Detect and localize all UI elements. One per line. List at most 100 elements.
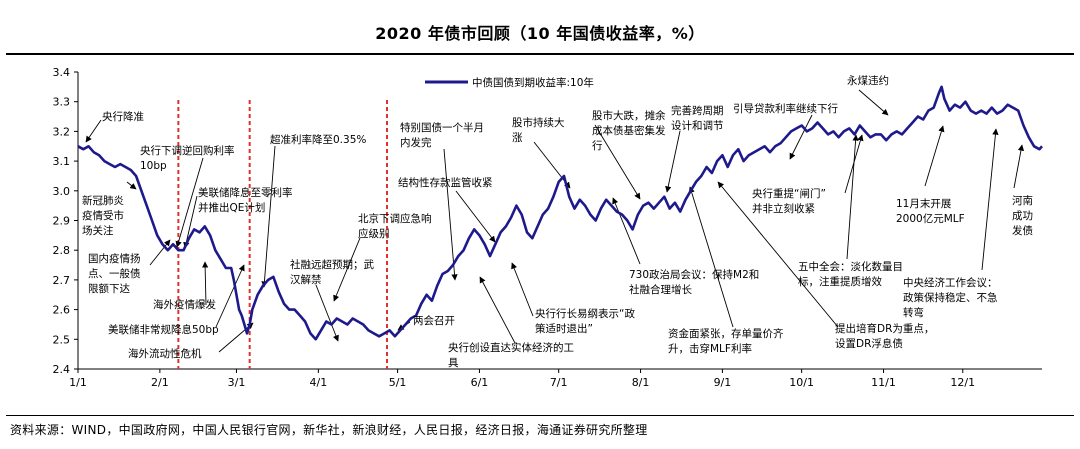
- y-tick-label: 2.4: [53, 363, 71, 376]
- annotation-arrow: [612, 197, 641, 265]
- annotation-text: 海外疫情爆发: [153, 298, 216, 311]
- annotation-arrow: [201, 261, 209, 306]
- annotation-text: 引导贷款利率继续下行: [733, 102, 838, 115]
- annotation-text: 成本债基密集发: [592, 124, 666, 137]
- annotation-text: 央行重提“闸门”: [752, 187, 826, 200]
- annotation-arrow: [479, 276, 516, 344]
- annotation-arrow: [261, 145, 276, 288]
- annotation-arrow: [594, 124, 641, 200]
- annotation-arrow: [858, 89, 889, 116]
- y-tick-label: 3.1: [53, 155, 71, 168]
- annotation-arrow: [789, 114, 813, 160]
- annotation-text: 央行行长易纲表示“政: [535, 307, 635, 320]
- annotation-text: 升，击穿MLF利率: [668, 342, 752, 355]
- annotation-text: 国内疫情扬: [88, 252, 141, 265]
- annotation-text: 特别国债一个半月: [400, 121, 484, 134]
- annotation-text: 转弯: [903, 306, 924, 319]
- legend: 中债国债到期收益率:10年: [425, 76, 594, 89]
- x-tick-label: 2/1: [151, 376, 169, 389]
- annotation-text: 提出培育DR为重点，: [835, 322, 934, 335]
- x-tick-label: 3/1: [228, 376, 246, 389]
- y-tick-label: 3.4: [53, 66, 71, 79]
- annotation-arrow: [126, 181, 137, 190]
- annotation-text: 并非立刻收紧: [752, 202, 815, 215]
- annotation-text: 央行创设直达实体经济的工: [448, 341, 574, 354]
- annotation-text: 社融远超预期；武: [290, 258, 374, 271]
- annotation-arrow: [688, 186, 734, 328]
- x-tick-label: 12/1: [950, 376, 975, 389]
- annotation-text: 具: [448, 357, 459, 369]
- annotation-text: 限额下达: [88, 282, 130, 295]
- annotation-text: 应级别: [358, 227, 390, 240]
- annotation-text: 北京下调应急响: [358, 212, 432, 225]
- annotation-text: 730政治局会议：保持M2和: [629, 268, 759, 281]
- y-tick-label: 3.2: [53, 125, 71, 138]
- annotation-arrow: [511, 262, 534, 317]
- annotation-text: 成功: [1012, 210, 1033, 222]
- x-tick-label: 1/1: [69, 376, 87, 389]
- annotation-text: 社融合理增长: [629, 283, 692, 296]
- annotation-text: 央行下调逆回购利率: [140, 144, 235, 157]
- y-tick-label: 2.8: [53, 244, 71, 257]
- annotation-text: 10bp: [140, 160, 167, 172]
- axis-ticks: 3.4 3.3 3.2 3.1 3.0 2.9 2.8 2.7 2.6 2.5 2.41/1 2/1 3…: [53, 66, 976, 389]
- y-tick-label: 2.6: [53, 304, 71, 317]
- annotation-text: 河南: [1012, 194, 1033, 207]
- annotation-text: 疫情受市: [82, 209, 124, 222]
- annotation-text: 发债: [1012, 224, 1033, 237]
- annotation-text: 新冠肺炎: [82, 194, 124, 207]
- annotation-arrow: [846, 134, 859, 260]
- annotation-text: 央行降准: [102, 110, 144, 123]
- annotation-arrow: [981, 128, 999, 271]
- x-tick-label: 10/1: [789, 376, 814, 389]
- annotation-text: 场关注: [82, 224, 114, 237]
- annotation-text: 设计和调节: [671, 119, 724, 132]
- source-rule: [6, 415, 1074, 416]
- annotation-text: 完善跨周期: [671, 104, 724, 117]
- annotation-text: 汉解禁: [290, 273, 322, 286]
- x-tick-label: 8/1: [632, 376, 650, 389]
- annotation-text: 美联储非常规降息50bp: [108, 323, 219, 336]
- annotation-text: 内发完: [400, 136, 432, 149]
- x-tick-label: 4/1: [309, 376, 327, 389]
- chart-title: 2020 年债市回顾（10 年国债收益率，%）: [375, 24, 705, 43]
- annotation-arrow: [175, 157, 204, 248]
- annotation-arrow: [149, 239, 171, 266]
- x-tick-label: 6/1: [471, 376, 489, 389]
- annotation-text: 股市大跌，摊余: [592, 109, 666, 122]
- annotation-arrow: [85, 119, 102, 143]
- y-tick-label: 2.9: [53, 215, 71, 228]
- annotation-text: 海外流动性危机: [128, 347, 202, 360]
- annotation-text: 美联储降息至零利率: [198, 186, 293, 199]
- annotation-text: 结构性存款监管收紧: [398, 176, 493, 189]
- annotation-text: 永煤违约: [847, 74, 889, 87]
- y-tick-label: 2.7: [53, 274, 71, 287]
- source-note: 资料来源：WIND，中国政府网，中国人民银行官网，新华社，新浪财经，人民日报，经…: [10, 423, 648, 437]
- title-rule: [6, 53, 1074, 55]
- annotation-arrow: [183, 195, 198, 249]
- x-tick-label: 11/1: [871, 376, 896, 389]
- annotation-text: 中央经济工作会议：: [903, 276, 998, 289]
- annotation-text: 标，注重提质增效: [798, 275, 882, 288]
- annotation-text: 点、一般债: [88, 267, 141, 280]
- series-layer: [77, 85, 1043, 341]
- annotation-arrow: [924, 125, 945, 187]
- y-tick-label: 2.5: [53, 333, 71, 346]
- annotation-arrow: [333, 237, 361, 302]
- annotation-text: 设置DR浮息债: [835, 337, 903, 350]
- series-line: [77, 85, 1043, 341]
- y-tick-label: 3.0: [53, 185, 71, 198]
- annotation-arrow: [455, 190, 496, 243]
- x-tick-label: 9/1: [714, 376, 732, 389]
- annotation-text: 资金面紧张，存单量价齐: [668, 327, 784, 340]
- annotation-arrow: [717, 181, 839, 328]
- annotation-text: 两会召开: [413, 314, 455, 327]
- annotation-text: 超准利率降至0.35%: [270, 133, 366, 146]
- annotation-text: 五中全会：淡化数量目: [798, 260, 903, 273]
- annotation-text: 11月末开展: [896, 197, 952, 210]
- y-tick-label: 3.3: [53, 96, 71, 109]
- annotation-arrow: [315, 284, 339, 342]
- annotation-text: 涨: [512, 132, 523, 144]
